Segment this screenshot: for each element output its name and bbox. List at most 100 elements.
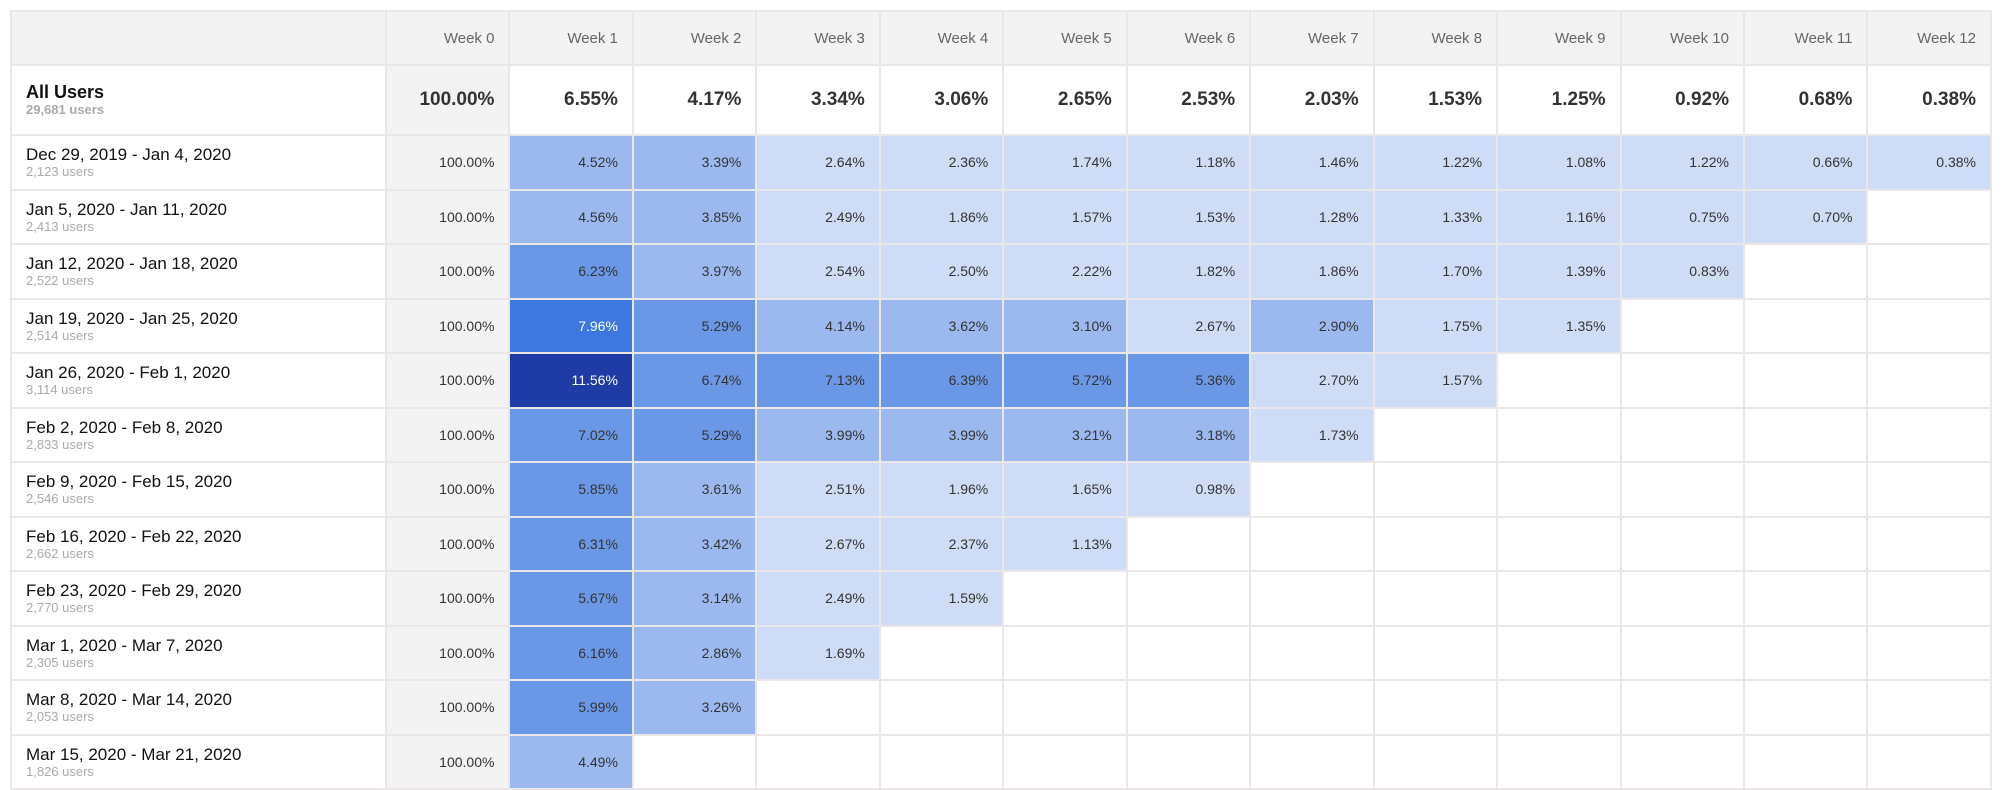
empty-cell	[1249, 515, 1375, 572]
retention-cell: 1.33%	[1372, 188, 1499, 245]
row-label: Mar 1, 2020 - Mar 7, 2020 2,305 users	[10, 624, 387, 681]
empty-cell	[1742, 461, 1869, 518]
column-header-week-2: Week 2	[631, 10, 758, 66]
retention-cell: 11.56%	[508, 352, 634, 409]
retention-cell: 5.29%	[631, 406, 758, 463]
retention-cell: 3.42%	[631, 515, 758, 572]
retention-cell: 0.70%	[1742, 188, 1869, 245]
retention-cell: 3.62%	[878, 297, 1005, 354]
retention-cell: 2.64%	[755, 134, 881, 191]
column-header-week-6: Week 6	[1125, 10, 1252, 66]
empty-cell	[1496, 406, 1622, 463]
empty-cell	[1496, 679, 1622, 736]
column-header-week-11: Week 11	[1742, 10, 1869, 66]
cohort-row: Mar 8, 2020 - Mar 14, 2020 2,053 users 100…	[10, 679, 1992, 736]
empty-cell	[1619, 570, 1745, 627]
empty-cell	[1742, 352, 1869, 409]
empty-cell	[1002, 733, 1128, 790]
empty-cell	[1742, 297, 1869, 354]
retention-cell: 2.70%	[1249, 352, 1375, 409]
header-row: Week 0 Week 1 Week 2 Week 3 Week 4 Week 5 Week…	[10, 10, 1992, 66]
all-users-week-7-cell: 2.03%	[1249, 64, 1375, 136]
empty-cell	[1249, 461, 1375, 518]
retention-cell: 100.00%	[384, 624, 511, 681]
retention-cell: 7.96%	[508, 297, 634, 354]
user-count: 3,114 users	[26, 382, 93, 398]
row-label: Mar 8, 2020 - Mar 14, 2020 2,053 users	[10, 679, 387, 736]
user-count: 2,413 users	[26, 218, 94, 234]
retention-cell: 2.49%	[755, 570, 881, 627]
all-users-row: All Users 29,681 users 100.00% 6.55% 4.17% 3.…	[10, 64, 1992, 136]
cohort-row: Feb 16, 2020 - Feb 22, 2020 2,662 users 10…	[10, 515, 1992, 572]
row-label: Feb 9, 2020 - Feb 15, 2020 2,546 users	[10, 461, 387, 518]
empty-cell	[1866, 297, 1992, 354]
empty-cell	[1496, 624, 1622, 681]
retention-cell: 1.18%	[1125, 134, 1252, 191]
all-users-week-11-cell: 0.68%	[1742, 64, 1869, 136]
cohort-name: Dec 29, 2019 - Jan 4, 2020	[26, 145, 232, 165]
retention-cell: 5.99%	[508, 679, 634, 736]
cohort-name: All Users	[26, 82, 105, 102]
retention-cell: 1.75%	[1372, 297, 1499, 354]
cohort-name: Feb 2, 2020 - Feb 8, 2020	[26, 417, 223, 437]
empty-cell	[1619, 679, 1745, 736]
row-label: Mar 15, 2020 - Mar 21, 2020 1,826 users	[10, 733, 387, 790]
retention-cell: 2.49%	[755, 188, 881, 245]
empty-cell	[1742, 515, 1869, 572]
retention-cell: 1.65%	[1002, 461, 1128, 518]
row-label: Feb 16, 2020 - Feb 22, 2020 2,662 users	[10, 515, 387, 572]
user-count: 2,522 users	[26, 273, 94, 289]
retention-cell: 7.13%	[755, 352, 881, 409]
cohort-row: Mar 1, 2020 - Mar 7, 2020 2,305 users 100.…	[10, 624, 1992, 681]
cohort-row: Dec 29, 2019 - Jan 4, 2020 2,123 users 100…	[10, 134, 1992, 191]
retention-cell: 0.66%	[1742, 134, 1869, 191]
retention-cell: 1.57%	[1002, 188, 1128, 245]
retention-cell: 1.22%	[1619, 134, 1745, 191]
retention-cell: 100.00%	[384, 679, 511, 736]
all-users-week-5-cell: 2.65%	[1002, 64, 1128, 136]
cohort-retention-table: Week 0 Week 1 Week 2 Week 3 Week 4 Week 5 Week…	[10, 10, 1992, 790]
empty-cell	[1372, 679, 1499, 736]
all-users-week-10-cell: 0.92%	[1619, 64, 1745, 136]
empty-cell	[1496, 352, 1622, 409]
retention-cell: 5.85%	[508, 461, 634, 518]
empty-cell	[1619, 461, 1745, 518]
empty-cell	[1866, 570, 1992, 627]
column-header-week-5: Week 5	[1002, 10, 1128, 66]
retention-cell: 100.00%	[384, 188, 511, 245]
retention-cell: 2.54%	[755, 243, 881, 300]
retention-cell: 3.14%	[631, 570, 758, 627]
retention-cell: 1.82%	[1125, 243, 1252, 300]
column-header-week-7: Week 7	[1249, 10, 1375, 66]
retention-cell: 1.73%	[1249, 406, 1375, 463]
retention-cell: 1.70%	[1372, 243, 1499, 300]
retention-cell: 1.69%	[755, 624, 881, 681]
all-users-week-8-cell: 1.53%	[1372, 64, 1499, 136]
empty-cell	[1125, 733, 1252, 790]
column-header-week-9: Week 9	[1496, 10, 1622, 66]
retention-cell: 100.00%	[384, 515, 511, 572]
row-label: Jan 12, 2020 - Jan 18, 2020 2,522 users	[10, 243, 387, 300]
empty-cell	[1372, 733, 1499, 790]
cohort-row: Jan 19, 2020 - Jan 25, 2020 2,514 users 10…	[10, 297, 1992, 354]
user-count: 2,833 users	[26, 436, 94, 452]
empty-cell	[1866, 733, 1992, 790]
retention-cell: 100.00%	[384, 733, 511, 790]
cohort-name: Mar 8, 2020 - Mar 14, 2020	[26, 690, 233, 710]
retention-cell: 3.18%	[1125, 406, 1252, 463]
retention-cell: 100.00%	[384, 134, 511, 191]
empty-cell	[1002, 570, 1128, 627]
user-count: 2,546 users	[26, 491, 94, 507]
empty-cell	[1866, 406, 1992, 463]
retention-cell: 1.28%	[1249, 188, 1375, 245]
retention-cell: 6.74%	[631, 352, 758, 409]
retention-cell: 2.51%	[755, 461, 881, 518]
cohort-name: Mar 1, 2020 - Mar 7, 2020	[26, 635, 223, 655]
retention-cell: 2.50%	[878, 243, 1005, 300]
retention-cell: 3.21%	[1002, 406, 1128, 463]
all-users-week-3-cell: 3.34%	[755, 64, 881, 136]
empty-cell	[1372, 570, 1499, 627]
empty-cell	[1372, 406, 1499, 463]
retention-cell: 5.67%	[508, 570, 634, 627]
cohort-row: Jan 5, 2020 - Jan 11, 2020 2,413 users 100…	[10, 188, 1992, 245]
